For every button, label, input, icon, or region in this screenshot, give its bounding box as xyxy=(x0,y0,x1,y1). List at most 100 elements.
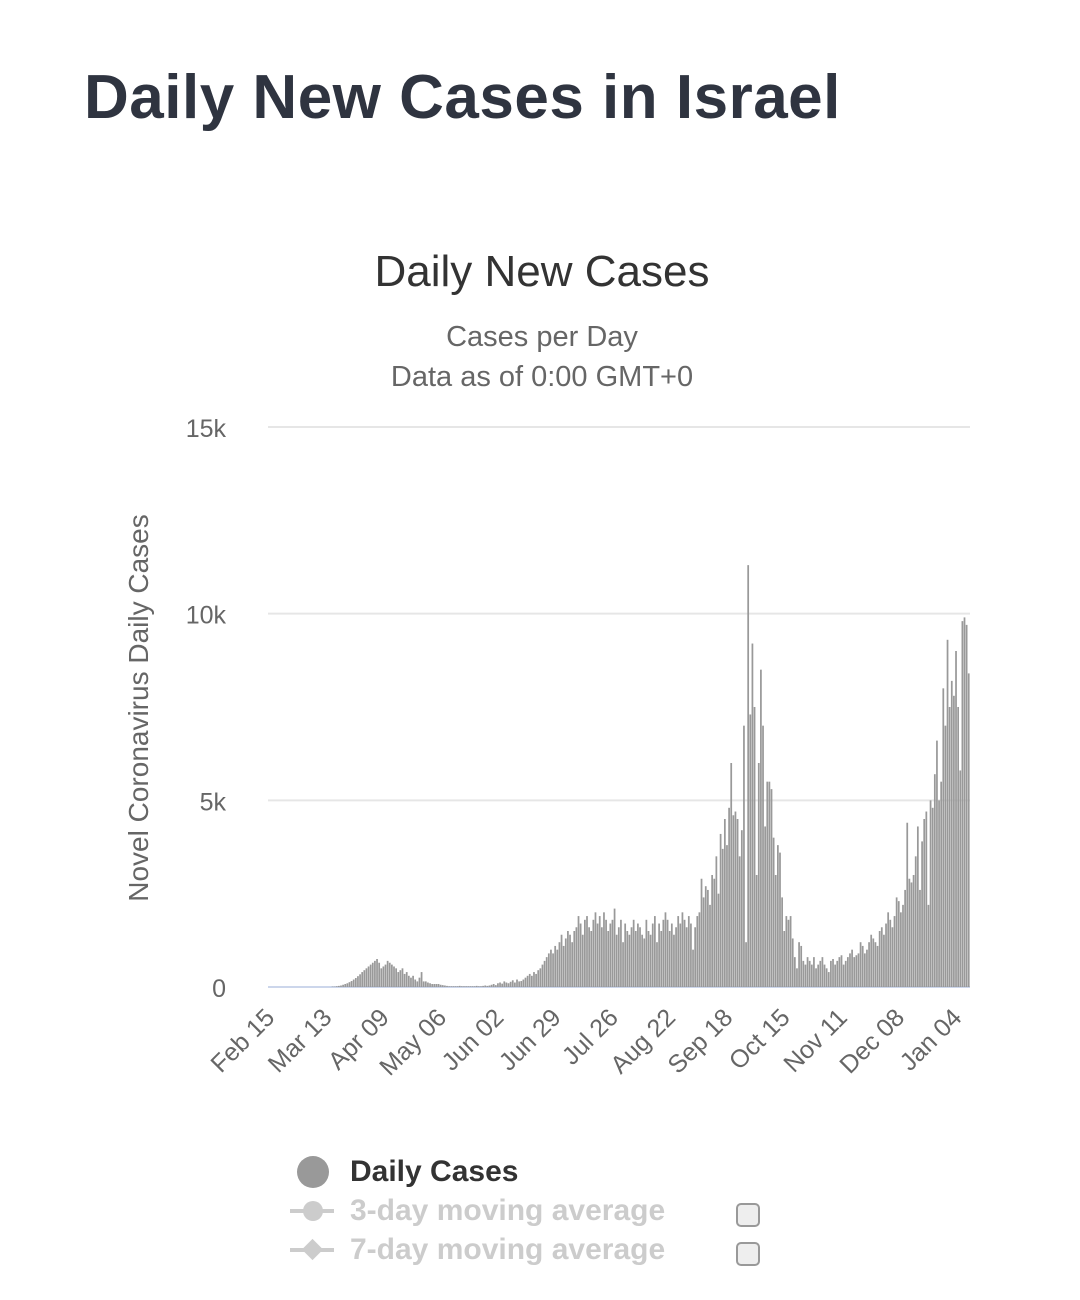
bar[interactable] xyxy=(713,878,716,987)
bar[interactable] xyxy=(463,986,465,987)
bar[interactable] xyxy=(539,968,542,987)
bar[interactable] xyxy=(564,938,567,987)
bar[interactable] xyxy=(793,957,796,987)
bar[interactable] xyxy=(550,949,552,987)
bar[interactable] xyxy=(696,916,699,987)
legend-item-3-day-average[interactable]: 3-day moving average xyxy=(288,1191,760,1230)
bar[interactable] xyxy=(444,985,446,987)
bar[interactable] xyxy=(433,984,436,987)
bar[interactable] xyxy=(745,942,747,987)
bar[interactable] xyxy=(781,897,783,987)
bar[interactable] xyxy=(700,878,703,987)
bar[interactable] xyxy=(643,938,646,987)
bar[interactable] xyxy=(944,725,947,987)
bar[interactable] xyxy=(514,982,516,987)
bar[interactable] xyxy=(458,985,461,987)
bar[interactable] xyxy=(558,942,561,987)
bar[interactable] xyxy=(488,985,491,987)
bar[interactable] xyxy=(957,707,960,987)
bar[interactable] xyxy=(465,986,467,987)
legend-item-7-day-average[interactable]: 7-day moving average xyxy=(288,1230,760,1269)
bar[interactable] xyxy=(757,763,760,987)
bar[interactable] xyxy=(880,927,883,987)
bar[interactable] xyxy=(919,889,921,987)
bar[interactable] xyxy=(927,904,930,987)
bar[interactable] xyxy=(482,985,484,987)
bar[interactable] xyxy=(931,807,934,987)
bar[interactable] xyxy=(887,912,890,987)
bar[interactable] xyxy=(800,945,803,987)
bar[interactable] xyxy=(359,974,361,987)
bar[interactable] xyxy=(342,984,344,987)
bar[interactable] xyxy=(452,986,455,987)
bar[interactable] xyxy=(866,949,868,987)
bar[interactable] xyxy=(902,904,904,987)
bar[interactable] xyxy=(870,934,873,987)
bar[interactable] xyxy=(584,919,586,987)
bar[interactable] xyxy=(721,848,724,987)
bar[interactable] xyxy=(380,968,383,987)
bar[interactable] xyxy=(728,807,730,987)
bar[interactable] xyxy=(878,931,881,987)
bar[interactable] xyxy=(615,934,618,987)
bar[interactable] xyxy=(772,837,775,987)
bar[interactable] xyxy=(732,815,735,987)
bar[interactable] xyxy=(486,985,489,987)
bar[interactable] xyxy=(374,960,376,987)
bar[interactable] xyxy=(743,725,745,987)
bar[interactable] xyxy=(942,688,945,987)
bar[interactable] xyxy=(378,962,381,987)
bar[interactable] xyxy=(639,927,641,987)
bar[interactable] xyxy=(855,955,858,987)
bar[interactable] xyxy=(836,960,839,987)
bar[interactable] xyxy=(910,882,913,987)
bar[interactable] xyxy=(467,986,470,987)
bar[interactable] xyxy=(586,916,588,987)
bar[interactable] xyxy=(490,984,493,987)
bar[interactable] xyxy=(571,942,574,987)
bar[interactable] xyxy=(783,931,786,987)
bar[interactable] xyxy=(405,972,408,987)
bar[interactable] xyxy=(522,979,525,987)
bar[interactable] xyxy=(692,949,694,987)
bar[interactable] xyxy=(694,927,697,987)
bar[interactable] xyxy=(707,889,709,987)
bar[interactable] xyxy=(946,639,949,987)
bar[interactable] xyxy=(424,981,427,987)
bar[interactable] xyxy=(798,942,800,987)
bar[interactable] xyxy=(460,986,463,987)
checkbox-7-day-average[interactable] xyxy=(736,1242,760,1266)
bar[interactable] xyxy=(420,972,423,987)
bar[interactable] xyxy=(851,949,853,987)
bar[interactable] xyxy=(825,968,828,987)
bar[interactable] xyxy=(959,770,962,987)
bar[interactable] xyxy=(348,982,351,987)
bar[interactable] xyxy=(439,984,442,987)
bar[interactable] xyxy=(649,934,652,987)
bar[interactable] xyxy=(683,919,686,987)
bar[interactable] xyxy=(832,959,834,987)
bar[interactable] xyxy=(632,919,635,987)
bar[interactable] xyxy=(418,977,421,987)
bar[interactable] xyxy=(679,923,682,987)
bar[interactable] xyxy=(501,983,504,987)
bar[interactable] xyxy=(611,919,614,987)
bar[interactable] xyxy=(412,975,414,987)
bar[interactable] xyxy=(670,923,673,987)
bar[interactable] xyxy=(715,856,718,987)
bar[interactable] xyxy=(569,934,571,987)
bar[interactable] xyxy=(900,912,902,987)
bar[interactable] xyxy=(675,927,677,987)
bar[interactable] xyxy=(592,919,595,987)
bar[interactable] xyxy=(600,927,603,987)
bar[interactable] xyxy=(376,959,378,987)
bar[interactable] xyxy=(666,919,669,987)
bar[interactable] xyxy=(431,984,434,987)
bar[interactable] xyxy=(533,972,535,987)
legend-item-daily-cases[interactable]: Daily Cases xyxy=(288,1152,665,1191)
bar[interactable] xyxy=(507,983,510,987)
bar[interactable] xyxy=(747,565,750,987)
bar[interactable] xyxy=(399,970,402,987)
bar[interactable] xyxy=(365,968,368,987)
bar[interactable] xyxy=(840,955,843,987)
